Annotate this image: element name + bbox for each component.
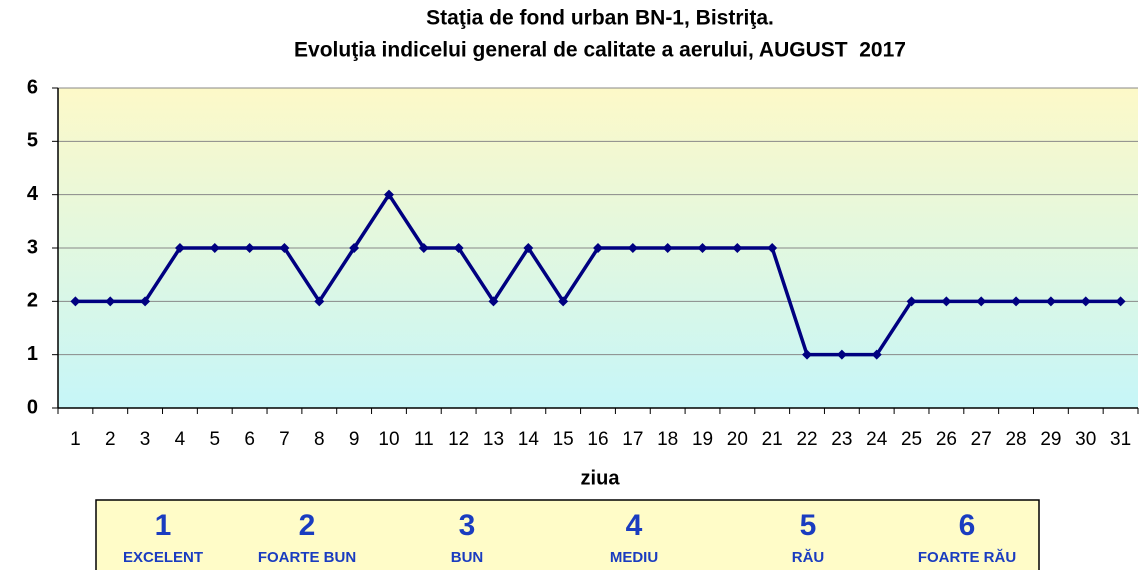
x-tick-label: 4 xyxy=(175,429,186,450)
data-point xyxy=(1115,296,1126,307)
x-tick-label: 7 xyxy=(279,429,290,450)
data-point xyxy=(627,243,638,253)
y-tick-label: 3 xyxy=(27,236,38,258)
index-level: 1 xyxy=(155,509,172,542)
data-point xyxy=(662,243,673,253)
index-label: EXCELENT xyxy=(123,549,203,566)
data-point xyxy=(279,243,290,253)
index-label: BUN xyxy=(451,549,484,566)
index-label: MEDIU xyxy=(610,549,658,566)
data-point xyxy=(383,189,394,200)
x-tick-label: 15 xyxy=(553,429,574,450)
x-tick-label: 14 xyxy=(518,429,540,450)
index-level: 3 xyxy=(459,509,476,542)
x-tick-label: 1 xyxy=(70,429,81,450)
x-tick-label: 13 xyxy=(483,429,504,450)
data-point xyxy=(105,296,116,307)
x-tick-label: 12 xyxy=(448,429,469,450)
index-level: 4 xyxy=(626,509,643,542)
data-point xyxy=(1045,296,1056,307)
index-label: RĂU xyxy=(792,549,825,566)
x-tick-label: 25 xyxy=(901,429,922,450)
x-tick-label: 5 xyxy=(209,429,220,450)
x-tick-label: 21 xyxy=(762,429,783,450)
index-label: FOARTE RĂU xyxy=(918,549,1016,566)
x-tick-label: 17 xyxy=(622,429,643,450)
chart-subtitle: Evoluţia indicelui general de calitate a… xyxy=(294,39,906,62)
index-label: FOARTE BUN xyxy=(258,549,356,566)
y-tick-label: 4 xyxy=(27,183,39,205)
x-tick-label: 8 xyxy=(314,429,325,450)
x-tick-label: 11 xyxy=(414,429,434,450)
data-point xyxy=(976,296,987,307)
data-point xyxy=(209,243,220,253)
data-point xyxy=(244,243,255,253)
x-tick-label: 10 xyxy=(378,429,399,450)
index-level: 2 xyxy=(299,509,316,542)
x-tick-label: 24 xyxy=(866,429,888,450)
data-point xyxy=(697,243,708,253)
chart-title: Staţia de fond urban BN-1, Bistriţa. xyxy=(426,7,774,30)
x-tick-label: 16 xyxy=(587,429,608,450)
data-point xyxy=(593,243,603,253)
index-level: 5 xyxy=(800,509,817,542)
data-point xyxy=(140,296,151,307)
x-tick-label: 2 xyxy=(105,429,116,450)
data-point xyxy=(1080,296,1091,307)
x-tick-label: 19 xyxy=(692,429,713,450)
data-point xyxy=(1011,296,1022,307)
data-point xyxy=(871,349,882,360)
x-tick-label: 28 xyxy=(1005,429,1026,450)
index-level: 6 xyxy=(959,509,976,542)
x-tick-label: 18 xyxy=(657,429,678,450)
data-point xyxy=(802,349,813,360)
x-tick-label: 29 xyxy=(1040,429,1061,450)
y-tick-label: 2 xyxy=(27,290,38,312)
data-point xyxy=(70,296,81,307)
data-point xyxy=(732,243,743,253)
y-tick-label: 0 xyxy=(27,396,38,418)
y-tick-label: 6 xyxy=(27,76,38,98)
data-point xyxy=(314,296,325,307)
data-point xyxy=(523,243,534,253)
data-point xyxy=(174,243,185,253)
x-tick-label: 31 xyxy=(1110,429,1131,450)
x-tick-label: 23 xyxy=(831,429,852,450)
x-tick-label: 30 xyxy=(1075,429,1096,450)
data-point xyxy=(488,296,499,307)
x-tick-label: 22 xyxy=(796,429,817,450)
data-point xyxy=(453,243,464,253)
data-point xyxy=(906,296,917,307)
x-axis-label: ziua xyxy=(581,467,621,489)
x-tick-label: 20 xyxy=(727,429,748,450)
x-tick-label: 26 xyxy=(936,429,957,450)
data-point xyxy=(767,243,778,253)
data-point xyxy=(349,243,360,253)
x-tick-label: 27 xyxy=(971,429,992,450)
y-tick-label: 5 xyxy=(27,130,38,152)
y-tick-label: 1 xyxy=(27,343,38,365)
x-tick-label: 3 xyxy=(140,429,151,450)
data-point xyxy=(836,349,847,360)
data-point xyxy=(941,296,952,307)
x-tick-label: 6 xyxy=(244,429,255,450)
data-point xyxy=(558,296,569,307)
data-point xyxy=(418,243,429,253)
index-scale-box xyxy=(95,499,1040,570)
x-tick-label: 9 xyxy=(349,429,360,450)
